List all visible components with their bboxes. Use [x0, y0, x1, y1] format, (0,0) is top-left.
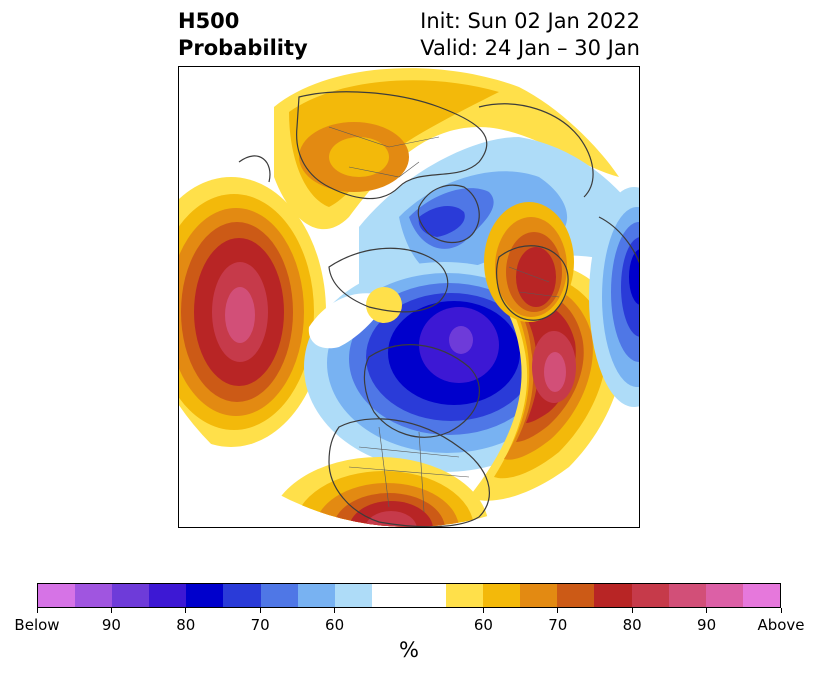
colorbar-segment [223, 584, 261, 607]
colorbar-tick-label: 80 [622, 616, 642, 634]
colorbar-segment [75, 584, 113, 607]
colorbar-segment [483, 584, 521, 607]
colorbar-tick-label: 60 [325, 616, 345, 634]
colorbar-segment [112, 584, 150, 607]
colorbar-segment [668, 584, 706, 607]
colorbar-tick [780, 608, 782, 613]
colorbar-tick [259, 608, 261, 613]
colorbar-tick-label: Below [14, 616, 60, 634]
colorbar-tick [706, 608, 708, 613]
colorbar-tick [334, 608, 336, 613]
variable-label: H500 [178, 9, 240, 33]
colorbar-segment [446, 584, 484, 607]
colorbar-segment [520, 584, 558, 607]
colorbar-segment [260, 584, 298, 607]
colorbar-unit-label: % [399, 638, 419, 662]
colorbar-tick-label: 60 [473, 616, 493, 634]
colorbar-segment [149, 584, 187, 607]
map-title-left: H500 Probability [178, 8, 308, 62]
probability-map-svg [179, 67, 639, 527]
colorbar-segment [297, 584, 335, 607]
valid-date-label: Valid: 24 Jan – 30 Jan [420, 36, 640, 60]
colorbar-segment [38, 584, 76, 607]
colorbar-tick-label: Above [757, 616, 805, 634]
colorbar-tick [36, 608, 38, 613]
colorbar-tick [482, 608, 484, 613]
colorbar-segment [631, 584, 669, 607]
country-borders [328, 126, 560, 513]
atlantic-trough-contours [589, 187, 639, 407]
colorbar-tick [557, 608, 559, 613]
colorbar-tick [185, 608, 187, 613]
colorbar-tick [110, 608, 112, 613]
colorbar-tick-label: 90 [697, 616, 717, 634]
polar-map [178, 66, 640, 528]
colorbar-segment [334, 584, 372, 607]
colorbar-segment [371, 584, 409, 607]
coastlines [238, 91, 639, 527]
colorbar-segment [594, 584, 632, 607]
colorbar-tick-label: 90 [101, 616, 121, 634]
init-date-label: Init: Sun 02 Jan 2022 [420, 9, 640, 33]
colorbar-tick-label: 80 [176, 616, 196, 634]
colorbar-segment [186, 584, 224, 607]
product-label: Probability [178, 36, 308, 60]
pacific-ridge-contours [179, 177, 326, 447]
map-title-right: Init: Sun 02 Jan 2022 Valid: 24 Jan – 30… [420, 8, 640, 62]
colorbar-segment [408, 584, 447, 607]
colorbar-tick-label: 70 [548, 616, 568, 634]
probability-colorbar [37, 583, 781, 608]
colorbar-tick-label: 70 [250, 616, 270, 634]
us-west-ridge-contours [469, 262, 624, 501]
colorbar-segment [742, 584, 780, 607]
colorbar-segment [705, 584, 743, 607]
colorbar-segment [557, 584, 595, 607]
colorbar-tick [631, 608, 633, 613]
